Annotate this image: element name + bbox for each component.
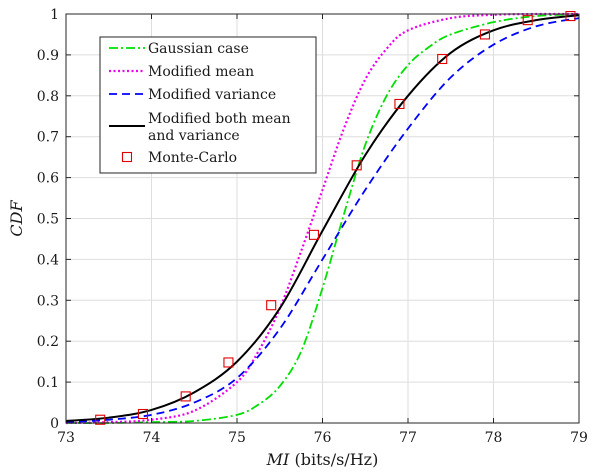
x-tick-label: 73 (57, 430, 75, 446)
y-tick-label: 0.1 (37, 375, 59, 391)
monte-carlo-marker (394, 98, 405, 110)
monte-carlo-marker (137, 408, 148, 420)
monte-carlo-marker (522, 15, 533, 26)
plot-series (65, 10, 580, 425)
x-axis-label-variable: MI (266, 450, 290, 469)
series-line-modified-both-mean-and-variance (65, 14, 580, 422)
monte-carlo-marker (223, 357, 234, 368)
y-tick-label: 0.8 (37, 89, 59, 105)
x-tick-label: 74 (143, 430, 161, 446)
monte-carlo-marker (308, 229, 320, 240)
monte-carlo-marker (266, 300, 277, 311)
monte-carlo-marker (95, 414, 106, 425)
legend-label-gaussian-case: Gaussian case (148, 41, 249, 57)
y-tick-label: 0.9 (37, 48, 59, 64)
y-tick-label: 0.3 (37, 293, 59, 309)
x-axis-label: MI (bits/s/Hz) (266, 450, 379, 469)
grid (66, 14, 579, 423)
y-tick-label: 1 (50, 7, 59, 23)
x-tick-label: 75 (228, 430, 246, 446)
legend-label-modified-both-mean-and-variance: Modified both mean and variance (148, 111, 291, 144)
legend-label-modified-variance: Modified variance (148, 87, 276, 103)
x-axis-label-unit: (bits/s/Hz) (289, 450, 378, 469)
x-tick-label: 76 (314, 430, 332, 446)
legend-label-line: Modified both mean (148, 111, 291, 127)
axis-ticks: 73 74 75 76 77 78 79 0 0.1 0.2 0.3 0.4 0.5 0.6 0.7 0.8 0… (37, 7, 588, 446)
monte-carlo-marker (180, 391, 191, 402)
y-axis-label: CDF (7, 200, 26, 237)
series-line-gaussian-case (65, 13, 580, 424)
x-tick-label: 79 (570, 430, 588, 446)
y-tick-label: 0.4 (37, 252, 59, 268)
y-tick-label: 0.7 (37, 130, 59, 146)
monte-carlo-marker (565, 10, 576, 22)
legend-label-monte-carlo: Monte-Carlo (148, 150, 237, 166)
legend: Gaussian case Modified mean Modified varia… (99, 36, 317, 174)
y-tick-label: 0.5 (37, 212, 59, 228)
x-tick-label: 78 (485, 430, 503, 446)
legend-swatch-monte-carlo (121, 151, 133, 163)
monte-carlo-marker (437, 53, 448, 65)
y-tick-label: 0 (50, 416, 59, 432)
legend-box (99, 36, 317, 174)
monte-carlo-marker (479, 29, 491, 40)
series-line-modified-variance (65, 17, 580, 424)
x-tick-label: 77 (399, 430, 417, 446)
series-line-modified-mean (65, 12, 580, 425)
legend-label-modified-mean: Modified mean (148, 64, 254, 80)
y-tick-label: 0.2 (37, 334, 59, 350)
monte-carlo-marker (351, 160, 362, 171)
y-tick-label: 0.6 (37, 171, 59, 187)
legend-label-line: and variance (148, 128, 240, 144)
